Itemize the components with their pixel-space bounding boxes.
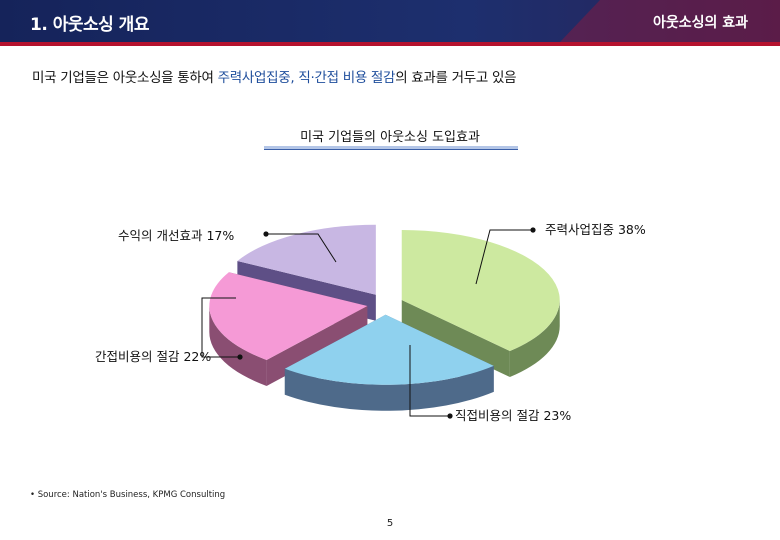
- leader-line: [475, 229, 533, 285]
- slice-label: 수익의 개선효과 17%: [118, 228, 234, 243]
- chart-title: 미국 기업들의 아웃소싱 도입효과: [300, 130, 480, 145]
- summary-sentence: 미국 기업들은 아웃소싱을 통하여 주력사업집중, 직·간접 비용 절감의 효과…: [32, 66, 517, 86]
- section-subject: 아웃소싱의 효과: [652, 15, 748, 31]
- pie-slice-top: [237, 224, 376, 295]
- source-note: • Source: Nation's Business, KPMG Consul…: [30, 490, 226, 500]
- leader-dot: [530, 227, 536, 233]
- slice-label: 직접비용의 절감 23%: [455, 408, 571, 423]
- chart-title-underline: [264, 146, 518, 150]
- pie-slices: [209, 224, 560, 411]
- pie-slice-side: [209, 306, 267, 386]
- header-bar: 1. 아웃소싱 개요 아웃소싱의 효과: [0, 0, 780, 46]
- summary-part-2: 의 효과를 거두고 있음: [395, 70, 517, 86]
- summary-part-1: 미국 기업들은 아웃소싱을 통하여: [32, 70, 218, 86]
- leader-line: [201, 297, 240, 358]
- leader-dot: [263, 231, 269, 237]
- leader-line: [409, 345, 450, 417]
- slice-label: 간접비용의 절감 22%: [95, 349, 211, 364]
- pie-slice-top: [209, 272, 368, 360]
- pie-slice: [401, 230, 560, 378]
- slice-label: 주력사업집중 38%: [545, 222, 646, 237]
- page-number: 5: [386, 518, 394, 529]
- summary-highlight: 주력사업집중, 직·간접 비용 절감: [217, 70, 396, 86]
- pie-slice-top: [284, 314, 494, 385]
- leader-dot: [237, 354, 243, 360]
- pie-slice-side: [509, 300, 560, 378]
- section-title: 1. 아웃소싱 개요: [30, 15, 149, 35]
- leader-line: [266, 233, 337, 263]
- pie-chart: 주력사업집중 38% 직접비용의 절감 23% 간접비용의 절감 22% 수익의 개선…: [95, 222, 646, 423]
- header-background: [0, 0, 780, 46]
- pie-slice: [284, 314, 494, 411]
- leader-dot: [447, 413, 453, 419]
- pie-slice-top: [401, 230, 560, 352]
- pie-slice-edge: [401, 300, 510, 378]
- pie-slice-side: [284, 365, 494, 411]
